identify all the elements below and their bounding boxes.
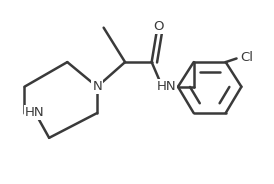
Text: O: O (153, 20, 164, 33)
Text: N: N (92, 80, 102, 93)
Text: HN: HN (156, 80, 176, 93)
Text: Cl: Cl (240, 51, 253, 64)
Text: HN: HN (25, 106, 45, 119)
